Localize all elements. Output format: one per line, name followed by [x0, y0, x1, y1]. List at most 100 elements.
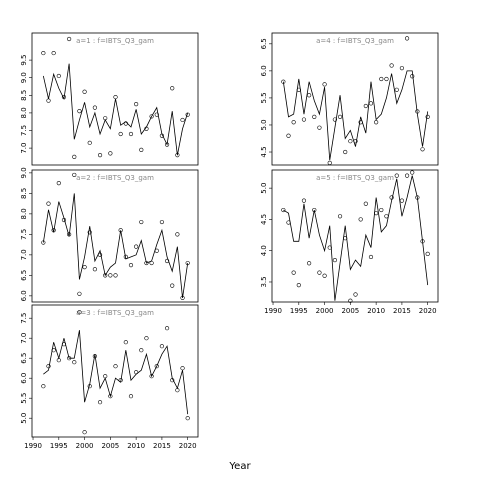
fitted-line — [282, 70, 429, 161]
observation-point — [154, 112, 159, 117]
observation-point — [286, 133, 291, 138]
observation-point — [368, 254, 374, 260]
observation-point — [108, 394, 113, 399]
x-tick-label: 1995 — [50, 442, 68, 450]
observation-point — [281, 79, 286, 84]
observation-point — [175, 388, 180, 393]
observation-point — [87, 140, 92, 145]
y-tick-label: 6.5 — [20, 353, 28, 364]
observation-point — [286, 220, 291, 225]
observation-point — [41, 50, 46, 56]
observation-point — [343, 149, 348, 155]
x-tick-label: 2020 — [179, 442, 197, 450]
y-tick-label: 7.5 — [20, 313, 28, 324]
y-tick-label: 8.0 — [20, 107, 28, 118]
observation-point — [139, 219, 144, 225]
observation-point — [312, 207, 317, 213]
observation-point — [67, 36, 72, 42]
observation-point — [51, 50, 56, 56]
observation-point — [149, 114, 154, 119]
observation-point — [399, 198, 405, 203]
observation-point — [51, 228, 56, 233]
observation-point — [374, 120, 379, 125]
observation-point — [159, 219, 165, 225]
observation-point — [180, 117, 185, 123]
observation-point — [103, 273, 108, 278]
observation-point — [175, 153, 180, 158]
observation-point — [134, 102, 139, 107]
observation-point — [139, 348, 144, 353]
observation-point — [154, 248, 159, 253]
observation-point — [363, 103, 368, 109]
observation-point — [379, 76, 384, 82]
x-tick-label: 2015 — [153, 442, 171, 450]
observation-point — [296, 87, 301, 92]
y-tick-label: 5.5 — [260, 92, 268, 103]
observation-point — [379, 207, 384, 213]
observation-point — [61, 342, 67, 347]
observation-point — [399, 66, 405, 71]
observation-point — [118, 378, 123, 383]
observation-point — [82, 430, 87, 435]
observation-point — [134, 244, 139, 249]
observation-point — [46, 364, 51, 369]
y-tick-label: 8.5 — [20, 188, 28, 199]
observation-point — [420, 147, 425, 152]
y-tick-label: 5.0 — [260, 119, 268, 130]
observation-point — [56, 73, 61, 79]
observation-point — [67, 356, 72, 361]
observation-point — [384, 76, 389, 82]
observation-point — [41, 240, 46, 245]
x-tick-label: 1990 — [24, 442, 42, 450]
observation-point — [134, 370, 139, 375]
observation-point — [144, 260, 149, 266]
observation-point — [77, 291, 82, 296]
observation-point — [97, 153, 103, 158]
panel-title: a=3 : f=IBTS_Q3_gam — [76, 309, 154, 317]
observation-point — [327, 245, 332, 250]
observation-point — [348, 139, 353, 144]
observation-point — [332, 257, 337, 263]
observation-point — [301, 117, 307, 122]
observation-point — [322, 82, 327, 87]
observation-point — [358, 217, 363, 222]
x-tick-label: 1990 — [264, 307, 282, 315]
observation-point — [307, 261, 312, 266]
observation-point — [113, 273, 118, 278]
observation-point — [425, 114, 430, 119]
observation-point — [51, 348, 56, 353]
observation-point — [415, 195, 420, 200]
observation-point — [159, 344, 165, 349]
observation-point — [420, 239, 425, 244]
y-tick-label: 6.0 — [20, 373, 28, 384]
observation-point — [301, 198, 307, 203]
observation-point — [185, 112, 190, 117]
observation-point — [46, 98, 51, 103]
observation-point — [410, 74, 415, 79]
observation-point — [185, 260, 190, 266]
observation-point — [394, 173, 399, 178]
observation-point — [46, 201, 51, 206]
observation-point — [332, 117, 337, 122]
observation-point — [56, 181, 61, 186]
observation-point — [144, 126, 149, 131]
observation-point — [72, 154, 77, 160]
observation-point — [61, 217, 67, 223]
y-tick-label: 7.5 — [20, 229, 28, 240]
observation-point — [317, 270, 322, 275]
x-tick-label: 2005 — [101, 442, 119, 450]
panel-frame — [271, 32, 439, 166]
observation-point — [394, 87, 399, 92]
observation-point — [348, 298, 353, 303]
observation-point — [410, 170, 415, 175]
panel-frame — [31, 304, 199, 438]
observation-point — [343, 236, 348, 241]
x-tick-label: 2015 — [393, 307, 411, 315]
observation-point — [337, 114, 343, 119]
y-tick-label: 7.0 — [20, 249, 28, 260]
observation-point — [128, 263, 134, 268]
observation-point — [113, 94, 118, 100]
observation-point — [41, 384, 46, 389]
